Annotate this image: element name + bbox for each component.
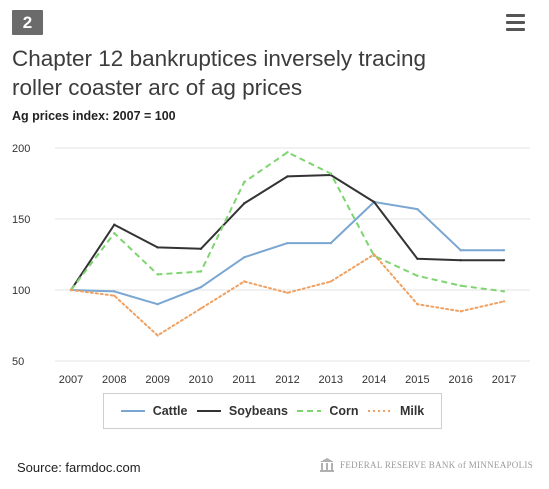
data-point-soybeans (113, 223, 116, 226)
y-tick-label: 200 (12, 143, 30, 155)
data-point-corn (199, 270, 203, 273)
legend-swatch (297, 410, 322, 412)
data-point-corn (329, 172, 332, 175)
series-line-corn (70, 151, 505, 293)
menu-bar (506, 14, 525, 17)
data-point-soybeans (416, 257, 419, 260)
data-point-milk (329, 280, 332, 283)
chart-title: Chapter 12 bankruptices inversely tracin… (12, 44, 512, 102)
data-point-corn (502, 290, 506, 293)
source-note: Source: farmdoc.com (17, 460, 141, 475)
legend-item-corn: Corn (297, 404, 359, 418)
data-point-milk (372, 253, 376, 256)
data-point-corn (416, 274, 419, 277)
data-point-cattle (199, 285, 203, 289)
hamburger-menu-icon[interactable] (506, 14, 525, 31)
legend-item-cattle: Cattle (120, 404, 188, 418)
data-point-cattle (243, 256, 246, 259)
data-point-soybeans (199, 247, 203, 251)
x-tick-label: 2010 (189, 374, 213, 386)
federal-reserve-logo: FEDERAL RESERVE BANK of MINNEAPOLIS (319, 458, 533, 472)
series-line-soybeans (70, 174, 504, 291)
data-point-soybeans (156, 246, 159, 249)
data-point-cattle (329, 241, 332, 245)
menu-bar (506, 28, 525, 31)
data-point-cattle (502, 249, 506, 252)
x-tick-label: 2009 (145, 374, 169, 386)
data-point-cattle (459, 249, 462, 252)
legend-swatch (367, 410, 392, 412)
x-tick-label: 2013 (319, 374, 343, 386)
chart-number-badge: 2 (12, 10, 43, 35)
data-point-milk (459, 310, 462, 313)
data-point-cattle (416, 207, 419, 211)
y-tick-label: 50 (12, 356, 24, 368)
x-tick-label: 2007 (59, 374, 83, 386)
x-tick-label: 2012 (275, 374, 299, 386)
data-point-milk (243, 280, 246, 283)
legend-swatch (120, 410, 145, 412)
legend-label: Cattle (152, 404, 188, 418)
data-point-cattle (113, 290, 116, 293)
x-tick-label: 2014 (362, 374, 386, 386)
data-point-corn (286, 151, 289, 154)
series-line-milk (70, 253, 505, 337)
data-point-milk (286, 291, 289, 295)
data-point-soybeans (502, 258, 506, 262)
data-point-corn (156, 273, 159, 276)
legend-swatch (196, 410, 221, 412)
data-point-milk (113, 294, 116, 297)
chart-subtitle: Ag prices index: 2007 = 100 (12, 109, 176, 123)
data-point-milk (69, 288, 73, 292)
chart-legend: Cattle Soybeans Corn Milk (103, 393, 442, 429)
data-point-corn (113, 232, 116, 235)
y-tick-label: 150 (12, 214, 30, 226)
chart-title-line-2: roller coaster arc of ag prices (12, 75, 303, 100)
data-point-milk (502, 300, 506, 303)
x-tick-label: 2015 (405, 374, 429, 386)
x-tick-label: 2008 (102, 374, 126, 386)
building-icon (320, 458, 335, 472)
data-point-soybeans (459, 258, 462, 262)
data-point-soybeans (286, 175, 289, 178)
logo-text: FEDERAL RESERVE BANK of MINNEAPOLIS (340, 460, 533, 470)
legend-label: Corn (329, 404, 359, 418)
data-point-milk (199, 307, 203, 310)
data-point-milk (416, 303, 419, 306)
x-tick-label: 2017 (492, 374, 516, 386)
legend-label: Milk (399, 404, 425, 418)
legend-label: Soybeans (228, 404, 288, 418)
x-tick-label: 2011 (232, 374, 256, 386)
x-tick-label: 2016 (448, 374, 472, 386)
legend-item-soybeans: Soybeans (196, 404, 288, 418)
menu-bar (506, 21, 525, 24)
legend-item-milk: Milk (367, 404, 425, 418)
chart-title-line-1: Chapter 12 bankruptices inversely tracin… (12, 46, 426, 71)
data-point-soybeans (243, 202, 246, 205)
data-point-cattle (156, 303, 159, 306)
data-point-corn (459, 284, 462, 287)
data-point-cattle (286, 241, 289, 245)
data-point-soybeans (372, 200, 376, 204)
data-point-corn (243, 180, 246, 184)
y-tick-label: 100 (12, 285, 30, 297)
data-point-milk (156, 334, 159, 337)
